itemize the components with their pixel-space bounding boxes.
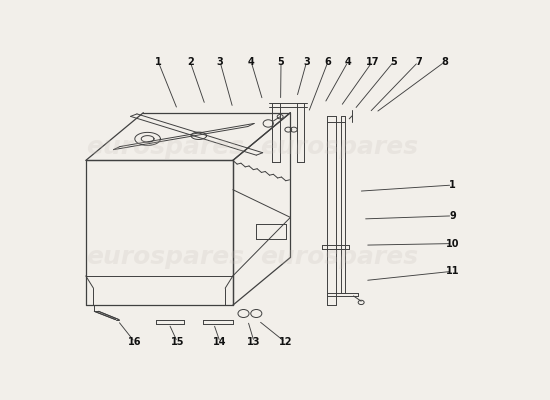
Text: 3: 3	[303, 57, 310, 67]
Text: 4: 4	[248, 57, 255, 67]
Text: 13: 13	[248, 337, 261, 347]
Text: 2: 2	[187, 57, 194, 67]
Text: 9: 9	[449, 211, 456, 221]
Text: 11: 11	[446, 266, 459, 276]
Text: 5: 5	[390, 57, 397, 67]
Text: eurospares: eurospares	[261, 246, 419, 270]
Text: 1: 1	[155, 57, 162, 67]
Text: 4: 4	[344, 57, 351, 67]
Text: 10: 10	[446, 238, 459, 248]
Text: 16: 16	[128, 337, 141, 347]
Text: 5: 5	[278, 57, 284, 67]
Text: 14: 14	[213, 337, 227, 347]
Text: 17: 17	[366, 57, 379, 67]
Text: 6: 6	[324, 57, 331, 67]
Text: 8: 8	[441, 57, 448, 67]
Text: 7: 7	[415, 57, 422, 67]
Text: 15: 15	[170, 337, 184, 347]
Text: 3: 3	[217, 57, 223, 67]
Text: eurospares: eurospares	[261, 134, 419, 158]
Text: 12: 12	[278, 337, 292, 347]
Text: eurospares: eurospares	[86, 246, 244, 270]
Text: eurospares: eurospares	[86, 134, 244, 158]
Text: 1: 1	[449, 180, 456, 190]
